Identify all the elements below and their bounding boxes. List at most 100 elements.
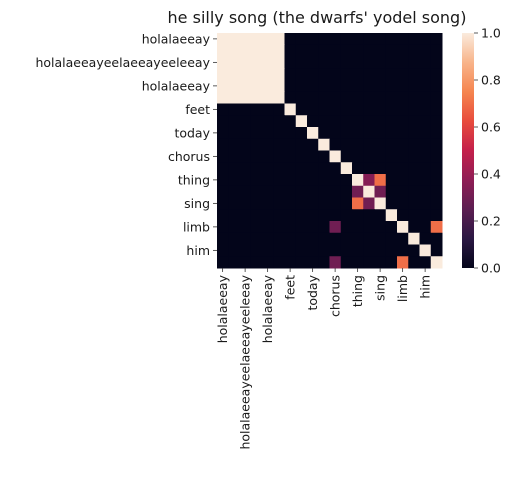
heatmap-cell (307, 115, 319, 128)
heatmap-cell (374, 91, 387, 104)
heatmap-cell (397, 256, 409, 269)
heatmap-cell (307, 33, 319, 46)
heatmap-cell (397, 244, 409, 257)
heatmap-cell (419, 44, 432, 57)
heatmap-cell (228, 80, 240, 93)
heatmap-cell (408, 197, 420, 210)
heatmap-cell (262, 197, 274, 210)
heatmap-cell (340, 56, 353, 69)
heatmap-cell (284, 103, 297, 116)
heatmap-cell (385, 80, 398, 93)
heatmap-cell (329, 68, 342, 81)
heatmap-cell (385, 138, 398, 151)
heatmap-cell (352, 127, 364, 140)
heatmap-cell (329, 103, 342, 116)
heatmap-cell (363, 127, 375, 140)
heatmap-cell (329, 197, 342, 210)
heatmap-cell (397, 185, 409, 198)
heatmap-cell (262, 174, 274, 187)
heatmap-cell (419, 68, 432, 81)
heatmap-cell (340, 150, 353, 163)
heatmap-cell (307, 44, 319, 57)
heatmap-cell (273, 244, 285, 257)
heatmap-cell (352, 244, 364, 257)
heatmap-cell (318, 197, 330, 210)
heatmap-cell (408, 138, 420, 151)
heatmap-cell (284, 221, 297, 234)
heatmap-cell (408, 174, 420, 187)
heatmap-cell (340, 103, 353, 116)
heatmap-cell (408, 162, 420, 175)
heatmap-cell (329, 56, 342, 69)
heatmap-cells (217, 33, 443, 269)
heatmap-cell (419, 162, 432, 175)
heatmap-cell (228, 221, 240, 234)
heatmap-cell (262, 80, 274, 93)
heatmap-cell (385, 174, 398, 187)
heatmap-cell (217, 150, 229, 163)
heatmap-cell (307, 221, 319, 234)
heatmap-cell (250, 115, 263, 128)
heatmap-cell (295, 138, 308, 151)
heatmap-cell (374, 232, 387, 245)
colorbar: 0.0 0.2 0.4 0.6 0.8 1.0 (462, 26, 501, 276)
heatmap-cell (385, 185, 398, 198)
heatmap-cell (340, 197, 353, 210)
heatmap-cell (284, 209, 297, 222)
heatmap-cell (273, 209, 285, 222)
heatmap-cell (340, 162, 353, 175)
heatmap-cell (250, 174, 263, 187)
heatmap-cell (284, 244, 297, 257)
heatmap-cell (408, 221, 420, 234)
heatmap-cell (228, 244, 240, 257)
heatmap-cell (318, 68, 330, 81)
heatmap-cell (340, 256, 353, 269)
heatmap-cell (318, 33, 330, 46)
heatmap-cell (318, 162, 330, 175)
heatmap-cell (284, 44, 297, 57)
heatmap-cell (307, 256, 319, 269)
y-tick-label: thing (178, 172, 210, 187)
heatmap-cell (217, 33, 229, 46)
heatmap-cell (228, 185, 240, 198)
heatmap-cell (239, 221, 252, 234)
heatmap-cell (273, 162, 285, 175)
heatmap-cell (262, 232, 274, 245)
heatmap-cell (363, 91, 375, 104)
heatmap-cell (352, 197, 364, 210)
heatmap-cell (318, 256, 330, 269)
heatmap-cell (295, 185, 308, 198)
heatmap-cell (430, 185, 443, 198)
heatmap-cell (419, 80, 432, 93)
heatmap-cell (374, 209, 387, 222)
heatmap-cell (397, 80, 409, 93)
heatmap-cell (419, 244, 432, 257)
chart-title: he silly song (the dwarfs' yodel song) (168, 8, 467, 27)
heatmap-cell (273, 138, 285, 151)
heatmap-cell (374, 150, 387, 163)
heatmap-cell (228, 127, 240, 140)
heatmap-cell (217, 56, 229, 69)
heatmap-cell (318, 44, 330, 57)
heatmap-cell (363, 197, 375, 210)
heatmap-cell (273, 91, 285, 104)
heatmap-cell (239, 115, 252, 128)
heatmap-cell (228, 174, 240, 187)
y-tick-label: chorus (168, 149, 210, 164)
heatmap-cell (340, 127, 353, 140)
colorbar-gradient (462, 33, 474, 268)
heatmap-cell (430, 150, 443, 163)
x-tick-label: thing (350, 275, 365, 307)
heatmap-cell (363, 162, 375, 175)
heatmap-cell (228, 162, 240, 175)
heatmap-cell (295, 56, 308, 69)
heatmap-cell (397, 68, 409, 81)
heatmap-cell (352, 103, 364, 116)
heatmap-cell (273, 150, 285, 163)
heatmap-cell (352, 44, 364, 57)
heatmap-cell (385, 91, 398, 104)
heatmap-cell (318, 91, 330, 104)
y-tick-label: holalaeeay (142, 78, 211, 93)
heatmap-cell (217, 232, 229, 245)
